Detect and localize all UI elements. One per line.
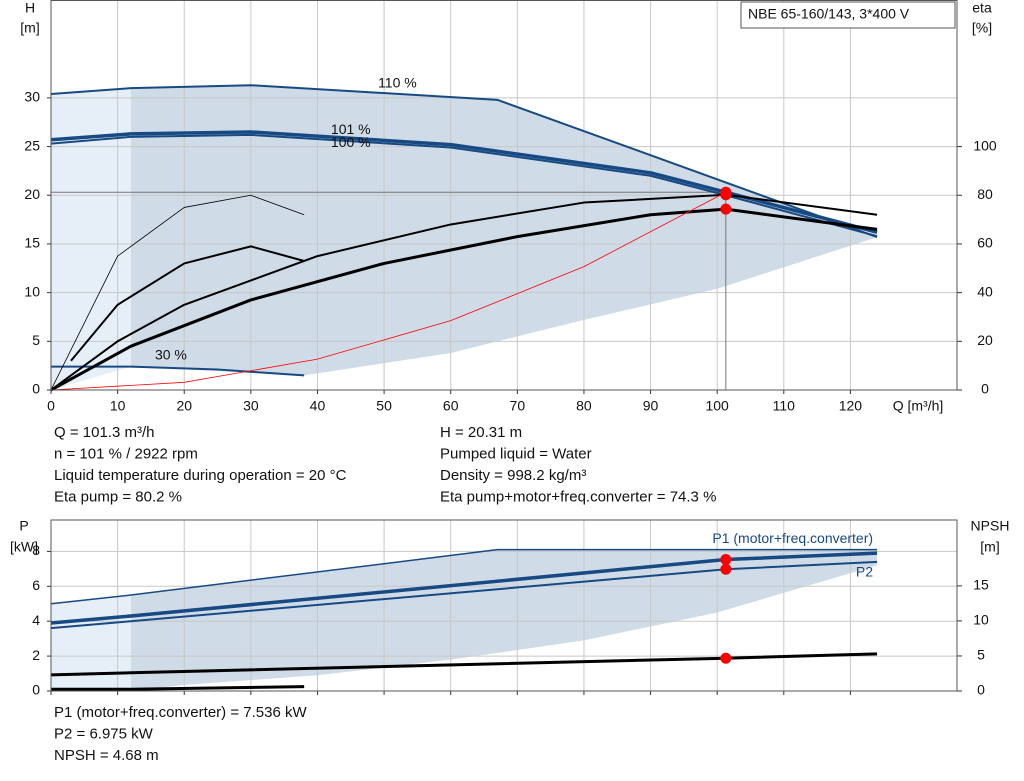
duty-point <box>720 652 732 664</box>
y-tick-label: 4 <box>32 612 40 628</box>
y2-tick-label: 10 <box>973 612 989 628</box>
y2-tick-label: 60 <box>977 235 993 251</box>
x-tick-label: 50 <box>376 398 392 414</box>
chart-title: NBE 65-160/143, 3*400 V <box>748 6 910 22</box>
info-line: Q = 101.3 m³/h <box>54 424 154 441</box>
y-tick-label: 20 <box>24 186 40 202</box>
curve <box>50 194 305 391</box>
chart-0: 0 10 20 30 40 50 60 70 80 90 100 110 120 0 5 10 15 20 25 30… <box>20 0 997 414</box>
x-tick-label: 20 <box>176 398 192 414</box>
y2-axis-label: eta <box>972 0 992 16</box>
info-line: Pumped liquid = Water <box>440 445 592 462</box>
y-tick-label: 6 <box>32 577 40 593</box>
y-axis-unit: [kW] <box>10 539 38 555</box>
y-tick-label: 0 <box>32 682 40 698</box>
curve <box>50 652 878 677</box>
y2-tick-label: 15 <box>973 577 989 593</box>
info-line: H = 20.31 m <box>440 424 522 441</box>
y2-tick-label: 100 <box>973 137 997 153</box>
y-tick-label: 10 <box>24 283 40 299</box>
duty-point <box>720 203 732 215</box>
y-tick-label: 8 <box>32 542 40 558</box>
x-tick-label: 100 <box>705 398 729 414</box>
y-axis-label: H <box>25 0 35 16</box>
y-axis-unit: [m] <box>20 20 39 36</box>
operating-area <box>51 88 131 390</box>
x-tick-label: 80 <box>576 398 592 414</box>
curve-label: 101 % <box>331 121 371 137</box>
x-tick-label: 70 <box>510 398 526 414</box>
y-axis-label: P <box>19 518 28 534</box>
x-tick-label: 30 <box>243 398 259 414</box>
curve <box>50 560 878 630</box>
curve-label: 110 % <box>378 75 417 91</box>
x-tick-label: 0 <box>47 398 55 414</box>
y2-axis-unit: [%] <box>972 20 992 36</box>
curve-label: 100 % <box>331 134 371 150</box>
x-tick-label: 10 <box>110 398 126 414</box>
y2-tick-label: 5 <box>977 647 985 663</box>
info-line: P1 (motor+freq.converter) = 7.536 kW <box>54 704 307 721</box>
curve <box>51 685 305 691</box>
y2-tick-label: 20 <box>977 332 993 348</box>
y-tick-label: 2 <box>32 647 40 663</box>
curve <box>70 245 305 362</box>
y2-tick-label: 80 <box>977 186 993 202</box>
y-tick-label: 15 <box>24 235 40 251</box>
info-line: NPSH = 4.68 m <box>54 747 159 764</box>
x-axis-label: Q [m³/h] <box>893 398 944 414</box>
plot-frame <box>50 0 958 391</box>
curve-label: P1 (motor+freq.converter) <box>712 530 873 546</box>
curve <box>50 548 878 605</box>
info-line: n = 101 % / 2922 rpm <box>54 445 198 462</box>
curve-label: 30 % <box>155 347 187 363</box>
y-tick-label: 30 <box>24 89 40 105</box>
curve <box>50 207 878 392</box>
plot-frame <box>50 519 958 692</box>
y2-tick-label: 40 <box>977 283 993 299</box>
chart-1: 0 2 4 6 8 0 5 10 15 P1 (motor+freq.converter) P2 P [… <box>10 518 1009 698</box>
title-box <box>740 1 956 29</box>
duty-point <box>720 189 732 201</box>
info-line: Eta pump = 80.2 % <box>54 488 182 505</box>
operating-area <box>130 85 878 376</box>
y2-tick-label: 0 <box>977 682 985 698</box>
info-line: Eta pump+motor+freq.converter = 74.3 % <box>440 488 716 505</box>
curve <box>50 84 878 239</box>
duty-point <box>720 563 732 575</box>
info-line: Density = 998.2 kg/m³ <box>440 467 586 484</box>
x-tick-label: 90 <box>643 398 659 414</box>
curve-label: P2 <box>856 564 873 580</box>
y-tick-label: 25 <box>24 137 40 153</box>
info-line: P2 = 6.975 kW <box>54 725 154 742</box>
y2-axis-label: NPSH <box>971 518 1010 534</box>
operating-area <box>51 595 131 691</box>
curve <box>50 551 878 625</box>
curve <box>50 193 878 391</box>
duty-point <box>720 554 732 566</box>
y-tick-label: 5 <box>32 332 40 348</box>
info-line: Liquid temperature during operation = 20… <box>54 467 347 484</box>
x-tick-label: 40 <box>310 398 326 414</box>
y2-tick-label: 0 <box>981 381 989 397</box>
curve <box>50 191 727 391</box>
x-tick-label: 60 <box>443 398 459 414</box>
x-tick-label: 120 <box>839 398 863 414</box>
y-tick-label: 0 <box>32 381 40 397</box>
y2-axis-unit: [m] <box>980 539 999 555</box>
x-tick-label: 110 <box>773 398 796 414</box>
